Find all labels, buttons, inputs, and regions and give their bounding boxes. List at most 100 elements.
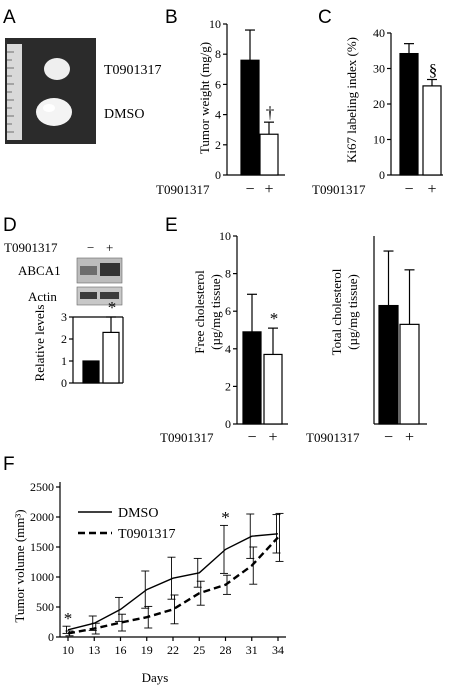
bar-treated <box>263 353 283 425</box>
category-minus: − <box>384 429 393 446</box>
panel-label-d: D <box>3 215 17 236</box>
y-tick-label: 6 <box>215 77 221 91</box>
y-tick-label: 8 <box>225 267 231 281</box>
bar-treated <box>259 133 279 176</box>
western-blot <box>76 257 123 306</box>
y-tick-label: 8 <box>215 47 221 61</box>
y-tick-label: 3 <box>61 310 67 324</box>
y-tick-label: 500 <box>36 600 54 614</box>
blot-plus-sign: + <box>106 240 113 255</box>
panel-label-b: B <box>165 7 178 28</box>
chart-d: 0 1 2 3 * <box>61 298 124 390</box>
y-tick-label: 2500 <box>30 480 54 494</box>
significance-marker: * <box>270 309 279 328</box>
y-tick-label: 2000 <box>30 510 54 524</box>
category-plus: + <box>405 429 414 446</box>
chart-e2-ylabel-line1: Total cholesterol <box>329 268 344 355</box>
legend-label-dmso: DMSO <box>118 506 158 521</box>
chart-e2-ylabel-line2: (µg/mg tissue) <box>345 274 360 350</box>
x-tick-label: 22 <box>167 643 179 657</box>
chart-d-ylabel: Relative levels <box>32 305 47 382</box>
x-tick-label: 16 <box>115 643 127 657</box>
bar-treated <box>422 85 442 176</box>
category-plus: + <box>264 181 273 198</box>
bar-control <box>240 59 260 176</box>
y-tick-label: 1 <box>61 354 67 368</box>
x-tick-label: 19 <box>141 643 153 657</box>
y-tick-label: 0 <box>379 168 385 182</box>
y-tick-label: 2 <box>61 332 67 346</box>
significance-marker: * <box>108 298 117 317</box>
significance-marker: § <box>429 61 438 80</box>
x-tick-label: 10 <box>62 643 74 657</box>
category-plus: + <box>427 181 436 198</box>
x-tick-label: 28 <box>220 643 232 657</box>
blot-minus-sign: − <box>87 240 94 255</box>
chart-b-ylabel: Tumor weight (mg/g) <box>197 42 212 154</box>
series-line-t0901317 <box>67 536 279 635</box>
bar-control <box>378 304 399 425</box>
y-tick-label: 10 <box>209 17 221 31</box>
chart-f-ylabel: Tumor volume (mm³) <box>12 509 27 622</box>
chart-e2: − + <box>373 236 427 446</box>
y-tick-label: 10 <box>373 133 385 147</box>
bar-control <box>242 331 262 425</box>
category-minus: − <box>404 181 413 198</box>
chart-e1-ylabel-line1: Free cholesterol <box>192 270 207 354</box>
control-tumor <box>36 98 72 126</box>
x-tick-label: 25 <box>193 643 205 657</box>
y-tick-label: 0 <box>215 168 221 182</box>
y-tick-label: 20 <box>373 97 385 111</box>
y-tick-label: 40 <box>373 26 385 40</box>
bar-control <box>82 360 100 384</box>
y-tick-label: 0 <box>225 417 231 431</box>
chart-b: 0 2 4 6 8 10 − † + <box>209 17 285 198</box>
chart-e1-ylabel-line2: (µg/mg tissue) <box>208 274 223 350</box>
bar-treated <box>399 323 420 425</box>
panel-label-f: F <box>3 454 15 475</box>
bar-control <box>399 52 419 176</box>
chart-e2-treatment-label: T0901317 <box>306 430 360 445</box>
x-tick-label: 34 <box>272 643 284 657</box>
y-tick-label: 1500 <box>30 540 54 554</box>
treated-tumor <box>44 58 70 80</box>
chart-f: 0 500 1000 1500 2000 2500 10 13 16 19 22 25 28 31 34 DM… <box>30 480 286 657</box>
chart-b-treatment-label: T0901317 <box>156 182 210 197</box>
tumor-photo <box>5 38 96 144</box>
category-minus: − <box>245 181 254 198</box>
y-tick-label: 1000 <box>30 570 54 584</box>
y-tick-label: 6 <box>225 304 231 318</box>
panel-label-e: E <box>165 215 178 236</box>
blot-abca1-band-treated <box>100 263 120 276</box>
blot-actin-strip <box>76 286 123 306</box>
y-tick-label: 4 <box>215 108 221 122</box>
category-plus: + <box>268 429 277 446</box>
chart-e1-treatment-label: T0901317 <box>160 430 214 445</box>
x-tick-label: 31 <box>246 643 258 657</box>
chart-e1: 0 2 4 6 8 10 − * + <box>219 229 288 446</box>
y-tick-label: 2 <box>225 379 231 393</box>
significance-marker: * <box>64 609 73 628</box>
ruler-ticks <box>7 51 14 133</box>
blot-abca1-band-control <box>80 266 97 275</box>
bar-treated <box>102 331 120 384</box>
control-tumor-shade <box>43 104 55 112</box>
blot-label-abca1: ABCA1 <box>18 263 61 278</box>
chart-c-treatment-label: T0901317 <box>312 182 366 197</box>
photo-label-treated: T0901317 <box>104 63 162 78</box>
photo-label-control: DMSO <box>104 107 144 122</box>
chart-c-ylabel: Ki67 labeling index (%) <box>344 37 359 163</box>
blot-treatment-label: T0901317 <box>4 240 58 255</box>
chart-c: 0 10 20 30 40 − § + <box>373 26 443 198</box>
y-tick-label: 0 <box>48 630 54 644</box>
y-tick-label: 2 <box>215 138 221 152</box>
significance-marker: * <box>221 508 230 527</box>
legend-label-t0901317: T0901317 <box>118 527 176 542</box>
chart-f-xlabel: Days <box>142 670 169 685</box>
blot-actin-band-control <box>80 292 97 299</box>
panel-label-a: A <box>3 7 16 28</box>
significance-marker: † <box>266 103 275 122</box>
blot-actin-band-treated <box>100 292 119 299</box>
y-tick-label: 4 <box>225 342 231 356</box>
